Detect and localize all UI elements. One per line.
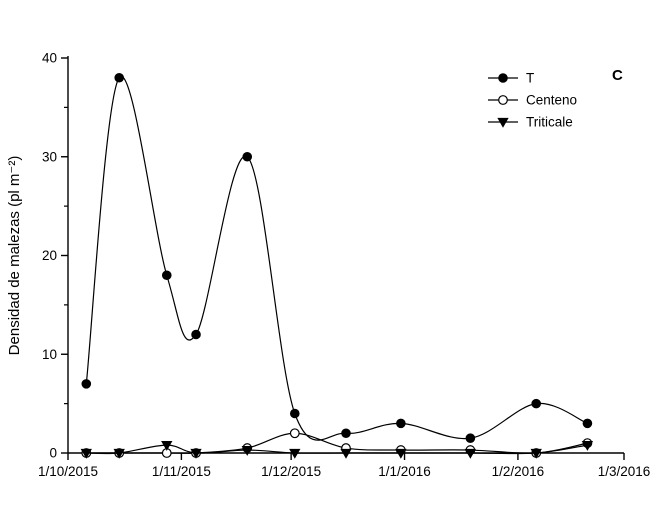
marker-filled-circle-t [341,428,351,439]
marker-triangle-down-triticale [464,448,477,459]
legend-label-centeno: Centeno [526,93,577,108]
marker-filled-circle-t [161,270,172,281]
marker-triangle-down-triticale [581,441,594,451]
marker-filled-circle-t [465,433,476,443]
marker-triangle-down-triticale [113,448,125,459]
y-tick-label: 30 [42,149,57,164]
marker-filled-circle-t [242,151,253,162]
x-tick-label: 1/11/2015 [152,464,211,479]
marker-filled-circle-t [531,398,542,409]
y-tick-label: 20 [42,248,57,263]
x-tick-label: 1/1/2016 [378,464,431,479]
x-tick-label: 1/12/2015 [261,464,321,479]
marker-open-circle-centeno [289,428,300,439]
x-tick-label: 1/10/2015 [38,464,98,479]
marker-open-circle-legend-centeno [498,95,508,105]
marker-triangle-down-triticale [190,448,202,459]
y-tick-label: 40 [42,51,57,66]
marker-triangle-down-triticale [395,448,407,459]
x-tick-label: 1/2/2016 [492,464,545,479]
y-tick-label: 0 [49,446,57,461]
panel-label: C [612,67,623,84]
y-axis-title: Densidad de malezas (pl m⁻²) [6,156,23,356]
legend-label-t: T [526,71,534,86]
legend-label-triticale: Triticale [526,115,573,130]
x-tick-label: 1/3/2016 [598,464,650,479]
marker-triangle-down-triticale [530,448,542,459]
marker-triangle-down-triticale [161,441,173,451]
y-tick-label: 10 [42,347,57,362]
marker-filled-circle-t [81,379,92,389]
marker-triangle-down-triticale [340,448,352,459]
marker-filled-circle-t [582,418,593,429]
series-line-centeno [86,432,588,454]
marker-triangle-down-legend-triticale [497,117,509,128]
marker-filled-circle-legend-t [498,73,508,83]
marker-filled-circle-t [191,329,201,340]
series-line-t [85,75,588,441]
marker-filled-circle-t [114,72,125,83]
marker-triangle-down-triticale [80,448,92,459]
marker-triangle-down-triticale [289,448,301,459]
marker-filled-circle-t [289,408,300,419]
marker-filled-circle-t [396,418,406,429]
marker-triangle-down-triticale [241,445,253,456]
